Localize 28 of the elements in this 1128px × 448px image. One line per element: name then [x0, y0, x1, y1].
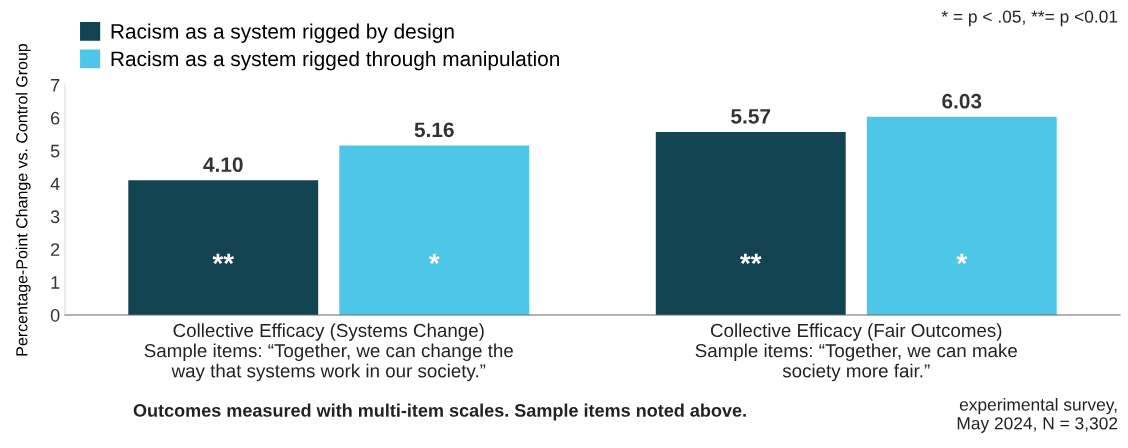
y-tick-label: 6 [51, 111, 60, 125]
legend-label: Racism as a system rigged by design [111, 23, 454, 43]
annotation: ** [740, 253, 762, 265]
x-tick-label: Collective Efficacy (Systems Change) Sample items: “Together, we can change the way that systems work in our society.” [144, 323, 513, 382]
bar [866, 116, 1057, 315]
y-tick-label: 4 [50, 177, 60, 191]
bar [128, 180, 319, 315]
y-tick-label: 7 [51, 79, 60, 92]
text: Outcomes measured with multi-item scales. Sample items noted above. [133, 403, 746, 421]
annotation: * [956, 253, 968, 265]
text: * = p < .05, **= p <0.01 [941, 10, 1118, 27]
legend-label: Racism as a system rigged through manipulation [111, 50, 560, 71]
y-tick-label: 3 [50, 210, 60, 224]
y-tick-label: 5 [50, 144, 60, 158]
y-axis-title: Percentage-Point Change vs. Control Group [15, 43, 31, 356]
text: experimental survey, May 2024, N = 3,302 [957, 398, 1118, 433]
annotation: * [428, 253, 440, 265]
y-tick-label: 1 [51, 276, 60, 289]
x-tick-label: Collective Efficacy (Fair Outcomes) Sample items: “Together, we can make society more fair.” [695, 323, 1017, 382]
bar [339, 145, 530, 315]
bar [655, 131, 846, 315]
text: 6.03 [942, 93, 982, 109]
text: 5.57 [731, 109, 771, 124]
text: 5.16 [414, 122, 454, 138]
text: 4.10 [203, 157, 243, 172]
annotation: ** [212, 253, 235, 265]
y-tick-label: 2 [51, 243, 60, 256]
y-tick-label: 0 [50, 308, 60, 322]
